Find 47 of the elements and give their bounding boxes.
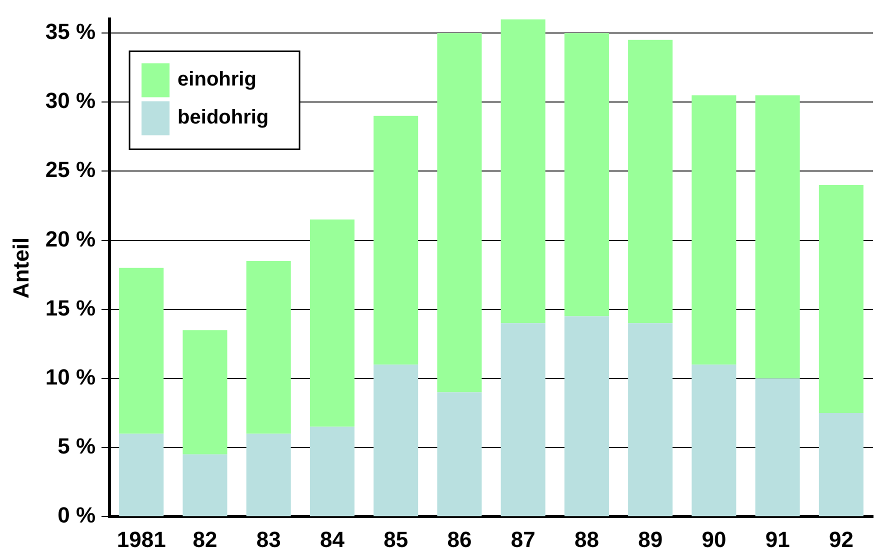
bar [818, 185, 864, 413]
y-tick-label: 20 % [45, 226, 96, 252]
bar [310, 220, 354, 427]
bar [246, 434, 291, 516]
bar [564, 33, 609, 316]
bar [119, 268, 164, 434]
y-axis-title: Anteil [8, 237, 34, 298]
y-tick-label: 35 % [45, 19, 96, 44]
bar [182, 330, 228, 454]
bar [437, 392, 482, 516]
bar [564, 316, 609, 516]
bar [500, 19, 546, 324]
x-tick-label: 84 [320, 526, 346, 552]
y-tick-label: 25 % [45, 157, 96, 182]
bar [182, 454, 228, 516]
y-tick-label: 15 % [45, 295, 96, 320]
x-tick-label: 83 [256, 526, 281, 552]
x-tick-label: 1981 [116, 526, 166, 552]
legend-label: beidohrig [178, 106, 269, 129]
bar [374, 116, 418, 365]
bar [628, 323, 673, 516]
x-tick-label: 91 [765, 526, 790, 552]
y-tick-label: 0 % [58, 502, 96, 528]
x-tick-label: 90 [702, 526, 726, 552]
bar [246, 260, 291, 434]
bar [437, 33, 482, 392]
y-tick-label: 5 % [58, 434, 96, 459]
bar [692, 364, 736, 516]
y-tick-label: 30 % [45, 88, 96, 114]
bar [628, 40, 673, 324]
x-tick-label: 89 [638, 526, 663, 552]
bar [119, 434, 164, 516]
x-tick-label: 87 [510, 526, 536, 552]
x-tick-label: 88 [574, 526, 599, 552]
bar [500, 323, 546, 516]
x-tick-label: 86 [447, 526, 472, 552]
y-tick-label: 10 % [45, 364, 96, 390]
bar [374, 364, 418, 516]
bar [818, 412, 864, 516]
bar [755, 378, 800, 516]
x-tick-label: 92 [828, 526, 854, 552]
legend-label: einohrig [178, 68, 256, 91]
bar [755, 95, 800, 378]
x-tick-label: 85 [384, 526, 408, 552]
bar [692, 95, 736, 365]
bar [310, 426, 354, 516]
x-tick-label: 82 [192, 526, 218, 552]
